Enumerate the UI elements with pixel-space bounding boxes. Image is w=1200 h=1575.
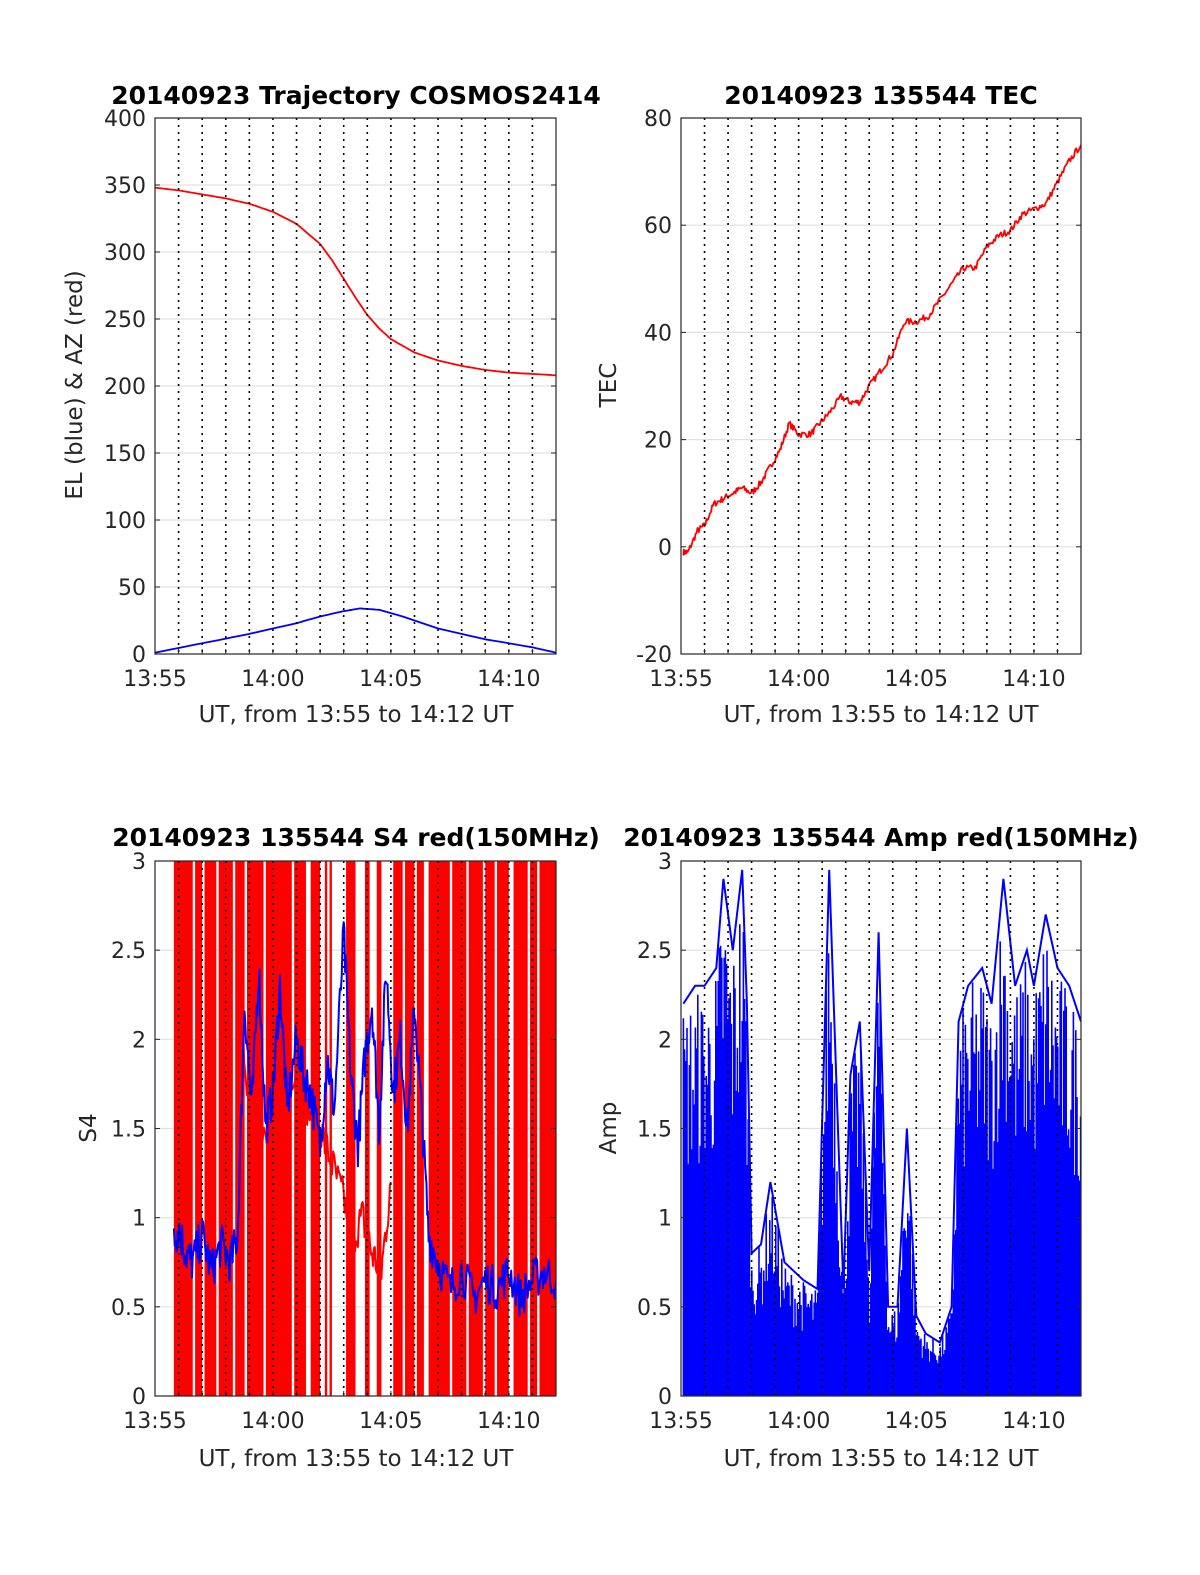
x-tick-label: 14:10 <box>1002 667 1065 692</box>
y-tick-label: 200 <box>104 375 146 400</box>
y-axis-label: EL (blue) & AZ (red) <box>62 270 88 499</box>
data-series-blue-peaks <box>682 869 1081 1345</box>
x-tick-label: 14:10 <box>477 1409 540 1434</box>
y-tick-label: 0.5 <box>111 1296 146 1321</box>
x-tick-label: 14:10 <box>477 667 540 692</box>
x-tick-label: 14:05 <box>359 1409 422 1434</box>
data-layer <box>155 186 556 654</box>
data-series-red <box>682 144 1081 556</box>
data-layer <box>682 144 1081 556</box>
data-series-blue <box>682 924 1081 1396</box>
x-axis-label: UT, from 13:55 to 14:12 UT <box>199 702 515 728</box>
chart-title: 20140923 Trajectory COSMOS2414 <box>111 81 601 110</box>
data-band <box>530 861 538 1396</box>
y-tick-label: 0 <box>658 536 672 561</box>
y-tick-label: 3 <box>132 850 146 875</box>
y-tick-label: 350 <box>104 174 146 199</box>
data-band <box>416 861 424 1396</box>
panel-amp: 20140923 135544 Amp red(150MHz) UT, from… <box>596 823 1139 1472</box>
x-tick-label: 13:55 <box>649 667 712 692</box>
y-tick-label: 1 <box>132 1207 146 1232</box>
data-band <box>346 861 356 1396</box>
panel-tec: 20140923 135544 TEC UT, from 13:55 to 14… <box>596 81 1082 728</box>
data-band <box>324 861 328 1396</box>
panel-trajectory: 20140923 Trajectory COSMOS2414 UT, from … <box>62 81 601 728</box>
y-tick-label: 250 <box>104 308 146 333</box>
y-tick-label: 400 <box>104 107 146 132</box>
data-band <box>468 861 483 1396</box>
data-band <box>513 861 528 1396</box>
data-band <box>204 861 217 1396</box>
data-band <box>539 861 556 1396</box>
y-tick-label: 80 <box>644 107 672 132</box>
y-tick-label: 1 <box>658 1207 672 1232</box>
x-tick-label: 14:05 <box>885 667 948 692</box>
y-tick-label: 20 <box>644 429 672 454</box>
x-tick-label: 14:10 <box>1002 1409 1065 1434</box>
panel-s4: 20140923 135544 S4 red(150MHz) UT, from … <box>76 823 600 1472</box>
x-tick-label: 14:00 <box>767 667 830 692</box>
data-band <box>405 861 415 1396</box>
x-axis-label: UT, from 13:55 to 14:12 UT <box>724 702 1040 728</box>
y-tick-label: 3 <box>658 850 672 875</box>
data-band <box>393 861 403 1396</box>
data-series-blue <box>155 607 556 654</box>
data-band <box>329 861 332 1396</box>
y-tick-label: 2 <box>658 1028 672 1053</box>
data-layer <box>682 869 1081 1396</box>
data-band <box>497 861 509 1396</box>
data-series-red <box>155 186 556 377</box>
data-band <box>428 861 450 1396</box>
y-tick-label: 150 <box>104 442 146 467</box>
y-tick-label: 1.5 <box>111 1118 146 1143</box>
y-tick-label: 300 <box>104 241 146 266</box>
x-tick-label: 14:00 <box>767 1409 830 1434</box>
chart-title: 20140923 135544 TEC <box>724 81 1037 110</box>
y-tick-label: 60 <box>644 214 672 239</box>
y-axis-label: Amp <box>596 1102 622 1155</box>
data-band <box>265 861 292 1396</box>
x-tick-label: 13:55 <box>123 667 186 692</box>
y-tick-label: 0.5 <box>637 1296 672 1321</box>
y-tick-label: 2 <box>132 1028 146 1053</box>
x-tick-label: 13:55 <box>649 1409 712 1434</box>
data-band <box>173 861 193 1396</box>
y-axis-label: S4 <box>76 1113 102 1142</box>
x-tick-label: 14:00 <box>241 1409 304 1434</box>
y-tick-label: 0 <box>132 643 146 668</box>
x-tick-label: 13:55 <box>123 1409 186 1434</box>
y-tick-label: 0 <box>132 1385 146 1410</box>
data-band <box>452 861 467 1396</box>
y-tick-label: 40 <box>644 321 672 346</box>
x-axis-label: UT, from 13:55 to 14:12 UT <box>199 1446 515 1472</box>
chart-title: 20140923 135544 S4 red(150MHz) <box>112 823 600 852</box>
y-tick-label: 50 <box>118 576 146 601</box>
y-tick-label: 0 <box>658 1385 672 1410</box>
y-tick-label: 100 <box>104 509 146 534</box>
y-tick-label: 1.5 <box>637 1118 672 1143</box>
axes-box <box>680 117 1082 655</box>
data-layer <box>172 861 556 1396</box>
x-tick-label: 14:05 <box>359 667 422 692</box>
x-tick-label: 14:05 <box>885 1409 948 1434</box>
y-tick-label: 2.5 <box>637 939 672 964</box>
data-band <box>294 861 306 1396</box>
x-tick-label: 14:00 <box>241 667 304 692</box>
data-band <box>485 861 495 1396</box>
data-band <box>195 861 203 1396</box>
y-tick-label: 2.5 <box>111 939 146 964</box>
data-series-red <box>238 1002 392 1280</box>
y-tick-label: -20 <box>636 643 672 668</box>
x-axis-label: UT, from 13:55 to 14:12 UT <box>724 1446 1040 1472</box>
y-axis-label: TEC <box>596 363 622 409</box>
chart-title: 20140923 135544 Amp red(150MHz) <box>623 823 1139 852</box>
data-series-blue <box>172 921 556 1317</box>
